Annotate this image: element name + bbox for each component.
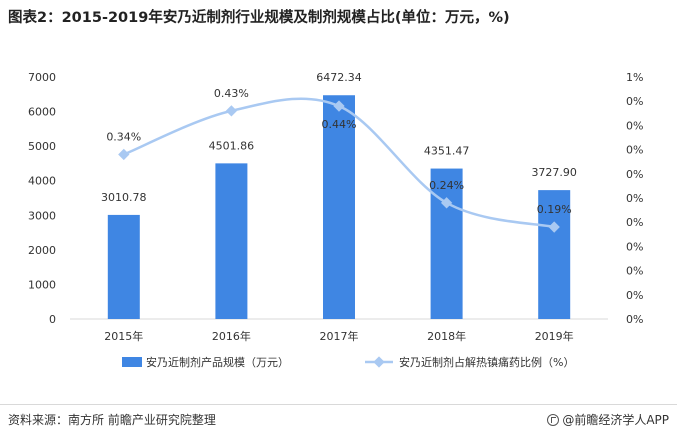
legend-bar-label: 安乃近制剂产品规模（万元） [146, 355, 289, 369]
legend-line-label: 安乃近制剂占解热镇痛药比例（%） [399, 355, 574, 369]
bar [323, 95, 355, 319]
bar-value-label: 6472.34 [316, 71, 362, 84]
axes-layer: 0 1000 2000 3000 4000 5000 6000 7000 0% 0% 0% 0% 0% 0… [28, 71, 643, 343]
bar-value-label: 4351.47 [424, 145, 470, 158]
y2-tick-label: 0% [626, 168, 643, 181]
y-tick-label: 4000 [28, 175, 56, 188]
y2-tick-label: 0% [626, 95, 643, 108]
bar [107, 214, 140, 319]
x-tick-label: 2018年 [427, 329, 466, 343]
chart-title: 图表2：2015-2019年安乃近制剂行业规模及制剂规模占比(单位：万元，%) [8, 10, 510, 26]
brand-credit: @前瞻经济学人APP [547, 411, 669, 428]
ratio-point [440, 197, 453, 209]
ratio-value-label: 0.34% [106, 130, 141, 143]
y2-tick-label: 0% [626, 289, 643, 302]
bar [430, 168, 463, 319]
ratio-point [548, 221, 560, 233]
legend-layer: 安乃近制剂产品规模（万元） 安乃近制剂占解热镇痛药比例（%） [122, 355, 574, 369]
bars-layer [107, 95, 571, 319]
bar-value-label: 3727.90 [531, 166, 577, 179]
y2-tick-label: 0% [626, 192, 643, 205]
x-tick-label: 2017年 [320, 329, 359, 343]
brand-text: @前瞻经济学人APP [562, 413, 669, 427]
y-tick-label: 7000 [28, 71, 56, 84]
x-tick-label: 2019年 [535, 329, 574, 343]
ratio-point [118, 148, 130, 161]
y-tick-label: 1000 [28, 278, 56, 291]
y2-tick-label: 0% [626, 216, 643, 229]
bar [538, 190, 571, 319]
legend-bar-swatch [122, 357, 142, 367]
y2-tick-label: 0% [626, 144, 643, 157]
ratio-value-label: 0.43% [214, 87, 249, 100]
qianzhan-logo-icon [547, 413, 560, 426]
y2-tick-label: 0% [626, 265, 643, 278]
y-tick-label: 0 [49, 313, 56, 326]
y2-tick-label: 0% [626, 240, 643, 253]
y-tick-label: 3000 [28, 209, 56, 222]
y2-tick-label: 0% [626, 313, 643, 326]
legend-line-marker [373, 356, 385, 368]
y-tick-label: 6000 [28, 106, 56, 119]
footer-divider [0, 404, 677, 405]
bar-value-label: 3010.78 [101, 191, 147, 204]
ratio-value-label: 0.44% [322, 118, 357, 131]
bar [215, 163, 248, 319]
bar-value-label: 4501.86 [209, 139, 255, 152]
ratio-point [225, 105, 238, 117]
ratio-value-label: 0.19% [537, 203, 572, 216]
ratio-value-label: 0.24% [429, 179, 464, 192]
source-note: 资料来源：南方所 前瞻产业研究院整理 [8, 413, 216, 427]
labels-layer: 3010.78 4501.86 6472.34 4351.47 3727.90 0.34%… [101, 71, 577, 216]
y2-tick-label: 1% [626, 71, 643, 84]
y-tick-label: 5000 [28, 140, 56, 153]
x-tick-label: 2015年 [104, 329, 143, 343]
y2-tick-label: 0% [626, 119, 643, 132]
x-tick-label: 2016年 [212, 329, 251, 343]
y-tick-label: 2000 [28, 244, 56, 257]
